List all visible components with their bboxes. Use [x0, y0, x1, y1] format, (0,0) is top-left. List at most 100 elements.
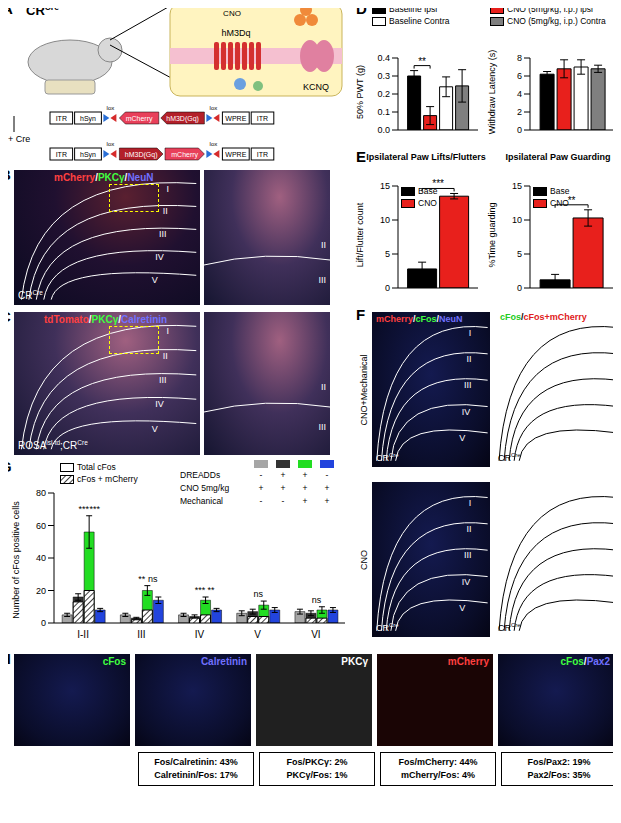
svg-text:III: III — [137, 629, 145, 640]
html-text:CRCre: CRCre — [376, 452, 399, 463]
svg-text:0.2: 0.2 — [377, 89, 390, 99]
svg-text:15: 15 — [380, 181, 390, 191]
html-text:CRCre: CRCre — [376, 622, 399, 633]
html-text:PKCγ: PKCγ — [341, 656, 368, 667]
svg-text:lox: lox — [210, 105, 218, 111]
svg-text:10: 10 — [512, 215, 522, 225]
html-text:EIpsilateral Paw Lifts/Flutter: EIpsilateral Paw Lifts/Flutters — [356, 148, 486, 165]
svg-text:ns: ns — [148, 574, 158, 584]
svg-text:0: 0 — [517, 283, 522, 293]
html-text:Base: Base — [418, 186, 438, 196]
html-text:Calretinin: Calretinin — [200, 656, 247, 667]
html-text:cFos: cFos — [102, 656, 126, 667]
svg-text:ITR: ITR — [56, 115, 67, 122]
svg-text:15: 15 — [512, 181, 522, 191]
svg-text:VI: VI — [311, 629, 320, 640]
svg-text:60: 60 — [36, 521, 46, 531]
svg-text:KCNQ: KCNQ — [303, 82, 329, 92]
svg-text:lox: lox — [210, 141, 218, 147]
html-text:CNO: CNO — [550, 198, 569, 208]
html-text:cFos / cFos+mCherry: cFos / cFos+mCherry — [500, 312, 587, 322]
html-text:mCherry: mCherry — [447, 656, 489, 667]
svg-text:0: 0 — [385, 283, 390, 293]
html-text:Baseline Ipsi: Baseline Ipsi — [389, 4, 438, 14]
svg-text:2: 2 — [517, 107, 522, 117]
html-text:Baseline Contra: Baseline Contra — [389, 16, 450, 26]
html-text:Ipsilateral Paw Guarding: Ipsilateral Paw Guarding — [505, 152, 611, 162]
html-text:CNO (5mg/kg, i.p.) ipsi: CNO (5mg/kg, i.p.) ipsi — [507, 4, 593, 14]
html-text:%Time guarding: %Time guarding — [487, 202, 497, 268]
html-text:D: D — [356, 0, 367, 17]
svg-text:ns: ns — [253, 589, 263, 599]
svg-text:***: *** — [195, 585, 206, 595]
svg-text:mCherry: mCherry — [171, 151, 198, 159]
svg-text:0: 0 — [517, 125, 522, 135]
svg-text:5: 5 — [517, 249, 522, 259]
html-text:CNO: CNO — [418, 198, 437, 208]
html-text:Lift/Flutter count: Lift/Flutter count — [355, 202, 365, 268]
svg-text:80: 80 — [36, 488, 46, 498]
html-text:CRCre: CRCre — [498, 622, 521, 633]
html-text:CNO (5mg/kg, i.p.) Contra: CNO (5mg/kg, i.p.) Contra — [507, 16, 606, 26]
svg-text:ns: ns — [312, 595, 322, 605]
svg-text:20: 20 — [36, 586, 46, 596]
html-text:tdTomato / PKCγ / Calretinin: tdTomato / PKCγ / Calretinin — [44, 314, 168, 325]
html-text:CRCre: CRCre — [18, 288, 43, 301]
svg-text:mCherry: mCherry — [126, 115, 153, 123]
svg-text:10: 10 — [380, 215, 390, 225]
svg-text:hM3Dq: hM3Dq — [221, 28, 250, 38]
svg-text:CNO: CNO — [223, 9, 241, 18]
svg-text:40: 40 — [36, 553, 46, 563]
svg-text:***: *** — [78, 504, 89, 514]
svg-text:lox: lox — [107, 141, 115, 147]
svg-text:**: ** — [418, 56, 426, 67]
html-text:H: H — [0, 650, 11, 667]
svg-text:I-II: I-II — [77, 629, 89, 640]
svg-text:**: ** — [138, 574, 146, 584]
svg-text:ITR: ITR — [257, 115, 268, 122]
html-text:50% PWT (g): 50% PWT (g) — [355, 65, 365, 119]
html-text:cFos / Pax2: cFos / Pax2 — [560, 656, 610, 667]
html-text:B: B — [0, 166, 11, 183]
svg-text:8: 8 — [517, 53, 522, 63]
svg-text:hSyn: hSyn — [80, 115, 96, 123]
svg-text:+ Cre: + Cre — [8, 134, 30, 144]
svg-text:0: 0 — [41, 618, 46, 628]
html-text:F: F — [356, 306, 366, 323]
svg-text:hM3D(Gq): hM3D(Gq) — [166, 115, 199, 123]
html-text:CNO+Mechanical: CNO+Mechanical — [359, 354, 369, 426]
svg-text:WPRE: WPRE — [225, 115, 246, 122]
html-text:Mechanical: Mechanical — [180, 495, 223, 506]
html-text:mCherry / cFos / NeuN: mCherry / cFos / NeuN — [376, 314, 463, 324]
html-text:DREADDs: DREADDs — [180, 469, 221, 480]
html-text:IV: IV — [461, 406, 471, 417]
svg-text:lox: lox — [107, 105, 115, 111]
html-text:Base: Base — [550, 186, 570, 196]
svg-text:**: ** — [208, 585, 216, 595]
svg-text:WPRE: WPRE — [225, 151, 246, 158]
svg-text:hM3D(Gq): hM3D(Gq) — [125, 151, 158, 159]
svg-text:0.1: 0.1 — [377, 107, 390, 117]
svg-text:IV: IV — [195, 629, 205, 640]
svg-text:ITR: ITR — [257, 151, 268, 158]
svg-text:ITR: ITR — [56, 151, 67, 158]
svg-text:0.3: 0.3 — [377, 71, 390, 81]
html-text:CNO 5mg/kg: CNO 5mg/kg — [180, 482, 230, 493]
svg-text:V: V — [254, 629, 261, 640]
html-text:Withdraw Latency (s): Withdraw Latency (s) — [487, 49, 497, 135]
svg-text:5: 5 — [385, 249, 390, 259]
svg-text:0.4: 0.4 — [377, 53, 390, 63]
svg-text:hSyn: hSyn — [80, 151, 96, 159]
html-text:CRCre: CRCre — [26, 2, 59, 19]
svg-text:4: 4 — [517, 89, 522, 99]
svg-text:6: 6 — [517, 71, 522, 81]
html-text:ROSAlsl-td;CRCre: ROSAlsl-td;CRCre — [18, 438, 88, 451]
html-text:G: G — [0, 458, 12, 475]
html-text:A: A — [2, 0, 13, 17]
svg-text:0.0: 0.0 — [377, 125, 390, 135]
html-text:CNO: CNO — [359, 550, 369, 570]
html-text:CRCre: CRCre — [498, 452, 521, 463]
svg-text:***: *** — [89, 504, 100, 514]
html-text:mCherry / PKCγ / NeuN: mCherry / PKCγ / NeuN — [54, 172, 154, 183]
html-text:C: C — [0, 308, 11, 325]
